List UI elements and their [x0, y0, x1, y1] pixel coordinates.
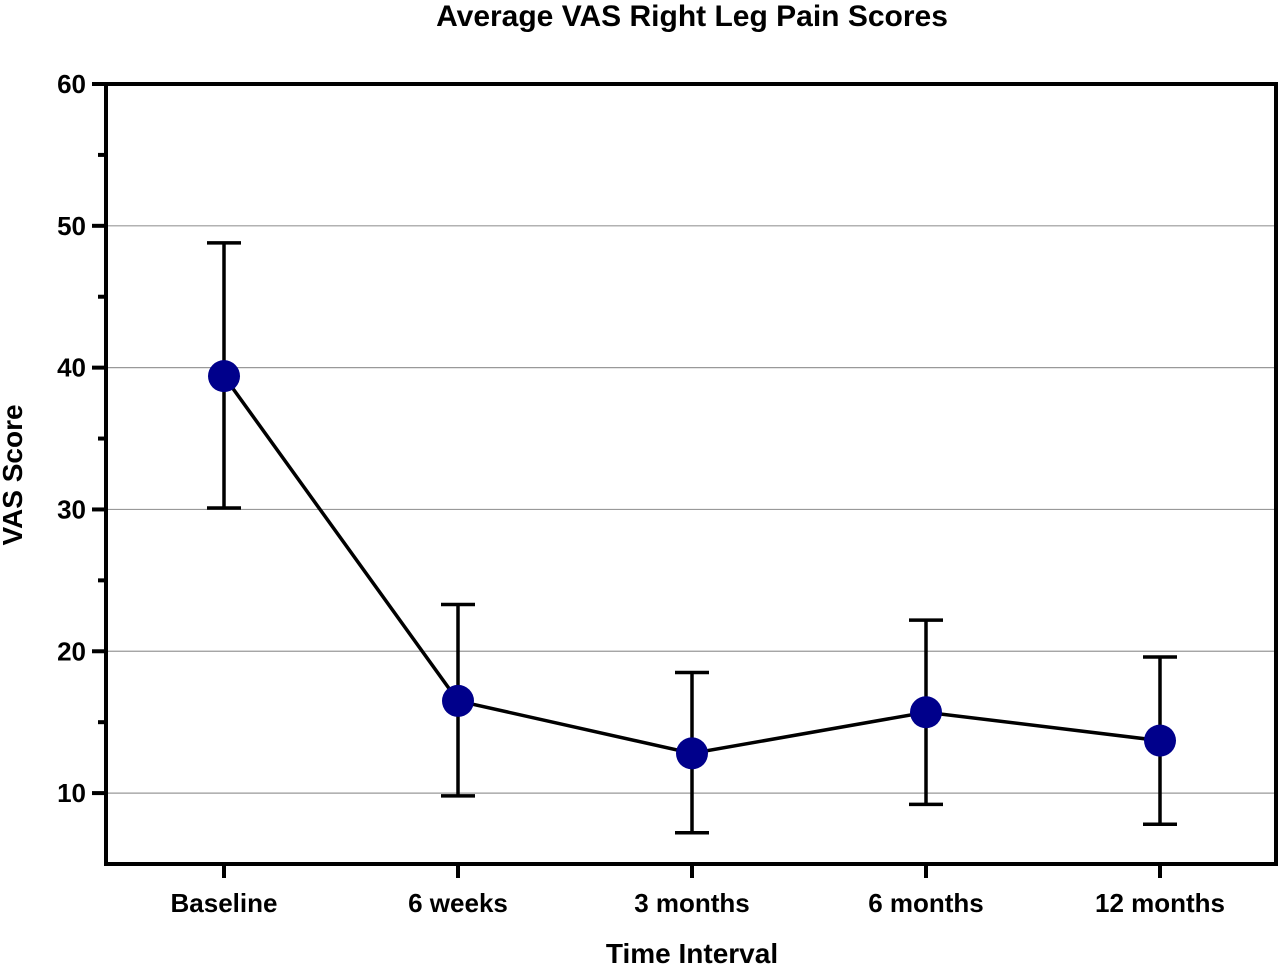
data-point: [1144, 724, 1176, 757]
x-tick-label: 6 months: [868, 888, 984, 918]
y-tick-label: 40: [57, 353, 86, 383]
grid-lines: [106, 225, 1276, 794]
y-tick-label: 50: [57, 211, 86, 241]
data-point: [208, 360, 240, 393]
data-point: [442, 684, 474, 717]
y-tick-label: 10: [57, 778, 86, 808]
y-tick-label: 30: [57, 494, 86, 524]
y-axis-label: VAS Score: [0, 404, 28, 545]
series: [207, 241, 1177, 835]
x-axis-label: Time Interval: [606, 938, 778, 965]
x-tick-label: 6 weeks: [408, 888, 508, 918]
x-tick-label: 3 months: [634, 888, 750, 918]
y-axis-ticks: 10 20 30 40 50 60: [57, 69, 106, 808]
data-point: [676, 737, 708, 770]
data-point: [910, 696, 942, 729]
y-tick-label: 60: [57, 69, 86, 99]
x-tick-label: Baseline: [171, 888, 278, 918]
x-axis-ticks: Baseline 6 weeks 3 months 6 months 12 months: [171, 864, 1225, 918]
chart-title: Average VAS Right Leg Pain Scores: [436, 0, 948, 33]
y-tick-label: 20: [57, 636, 86, 666]
x-tick-label: 12 months: [1095, 888, 1225, 918]
